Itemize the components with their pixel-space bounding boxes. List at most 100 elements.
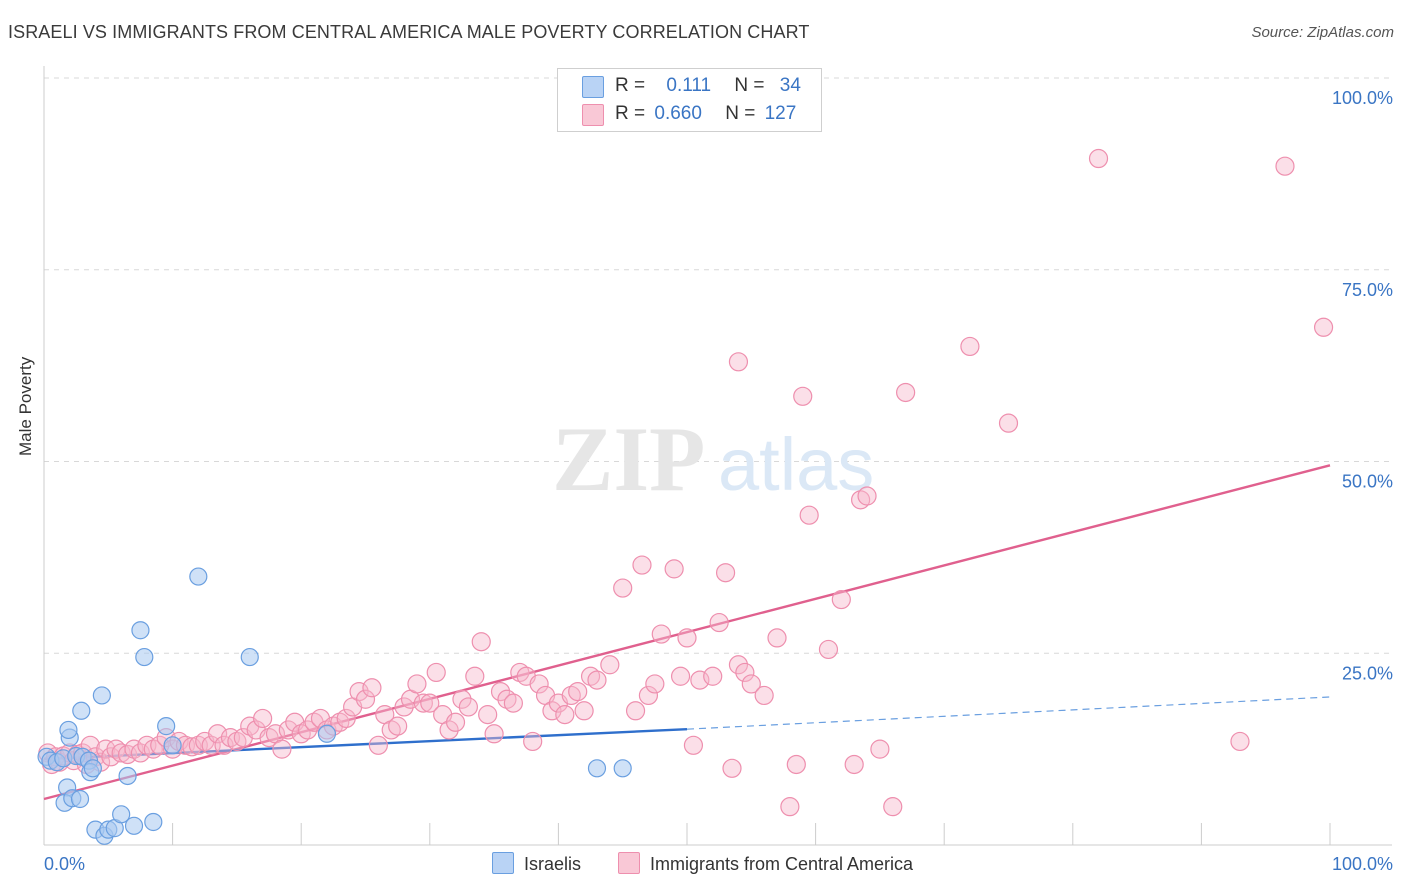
point-central-america: [600, 655, 620, 675]
point-central-america: [690, 670, 710, 690]
point-central-america: [484, 724, 504, 744]
trend-line-central-america: [43, 464, 1331, 801]
point-israelis: [163, 736, 182, 755]
ca-n-label: N =: [725, 103, 756, 124]
point-israelis: [131, 621, 150, 640]
bottom-legend-israelis: Israelis: [492, 852, 581, 875]
point-central-america: [490, 681, 511, 702]
israelis-legend-swatch: [492, 852, 514, 874]
point-central-america: [1088, 148, 1109, 169]
y-tick-label: 75.0%: [1342, 280, 1393, 300]
point-central-america: [471, 632, 491, 652]
point-israelis: [124, 816, 144, 835]
point-central-america: [741, 674, 761, 694]
trend-line-israelis: [43, 727, 688, 761]
israelis-n-label: N =: [734, 75, 765, 96]
point-central-america: [478, 705, 498, 725]
point-central-america: [439, 720, 459, 740]
point-central-america: [780, 797, 800, 817]
point-israelis: [112, 805, 131, 824]
central-america-swatch: [582, 104, 604, 126]
point-israelis: [83, 759, 102, 778]
point-central-america: [278, 720, 298, 740]
point-central-america: [735, 662, 755, 683]
point-central-america: [767, 628, 787, 648]
point-central-america: [555, 705, 575, 725]
ca-n-value: 127: [764, 103, 797, 124]
point-central-america: [214, 735, 234, 755]
point-central-america: [651, 624, 671, 644]
point-central-america: [349, 681, 369, 702]
point-central-america: [1230, 731, 1250, 752]
point-central-america: [960, 336, 980, 357]
point-central-america: [452, 689, 472, 709]
legend: R = 0.111 N = 34 R = 0.660 N = 127: [557, 68, 822, 132]
data-points: [37, 148, 1334, 845]
point-central-america: [388, 716, 408, 736]
point-central-america: [632, 555, 652, 575]
point-central-america: [625, 701, 646, 721]
point-central-america: [831, 589, 851, 610]
ca-legend-label: Immigrants from Central America: [650, 854, 914, 874]
point-central-america: [413, 693, 433, 713]
point-central-america: [426, 662, 446, 683]
point-israelis: [59, 720, 78, 740]
point-central-america: [355, 689, 376, 709]
ca-r-value: 0.660: [654, 103, 702, 124]
point-central-america: [523, 731, 543, 752]
y-tick-label: 50.0%: [1342, 472, 1393, 492]
source-label: Source: ZipAtlas.com: [1251, 24, 1394, 41]
point-central-america: [613, 578, 633, 598]
trend-lines: [43, 464, 1331, 801]
point-israelis: [189, 567, 208, 586]
point-central-america: [844, 754, 864, 775]
point-central-america: [574, 701, 594, 721]
point-central-america: [670, 666, 691, 686]
point-israelis: [70, 789, 90, 809]
point-israelis: [135, 647, 154, 667]
trend-extension-israelis: [686, 696, 1331, 730]
israelis-n-value: 34: [779, 75, 801, 96]
point-central-america: [786, 754, 806, 775]
chart-title: ISRAELI VS IMMIGRANTS FROM CENTRAL AMERI…: [8, 22, 810, 42]
point-israelis: [317, 724, 337, 743]
point-central-america: [362, 678, 382, 698]
point-israelis: [240, 647, 259, 667]
point-israelis: [587, 759, 607, 778]
point-central-america: [1313, 317, 1334, 337]
point-central-america: [394, 697, 414, 717]
point-central-america: [728, 655, 749, 675]
point-central-america: [728, 352, 749, 372]
point-israelis: [118, 766, 137, 786]
point-central-america: [645, 674, 665, 694]
point-central-america: [1275, 156, 1295, 176]
point-central-america: [568, 681, 588, 702]
x-tick-label-max: 100.0%: [1332, 854, 1393, 874]
point-central-america: [793, 386, 813, 406]
israelis-legend-label: Israelis: [524, 854, 582, 874]
point-central-america: [445, 712, 466, 732]
israelis-r-label: R =: [615, 75, 646, 96]
point-central-america: [709, 612, 729, 633]
point-central-america: [703, 666, 723, 686]
watermark-atlas: atlas: [718, 423, 874, 506]
point-central-america: [420, 693, 440, 713]
x-tick-label-min: 0.0%: [44, 854, 85, 874]
point-israelis: [613, 759, 632, 778]
watermark-zip: ZIP: [552, 408, 705, 510]
bottom-legend-central-america: Immigrants from Central America: [618, 852, 913, 875]
point-central-america: [677, 628, 697, 648]
point-central-america: [857, 486, 877, 506]
point-central-america: [896, 382, 916, 403]
israelis-swatch: [582, 76, 604, 98]
y-tick-label: 25.0%: [1342, 663, 1393, 683]
israelis-r-value: 0.111: [666, 75, 712, 96]
point-central-america: [998, 413, 1019, 433]
axes: [43, 66, 1392, 846]
tick-labels: 100.0% 75.0% 50.0% 25.0% 0.0% 100.0%: [44, 88, 1393, 874]
point-central-america: [298, 720, 318, 740]
point-central-america: [208, 724, 228, 744]
y-tick-label: 100.0%: [1332, 88, 1393, 108]
point-israelis: [144, 812, 163, 832]
